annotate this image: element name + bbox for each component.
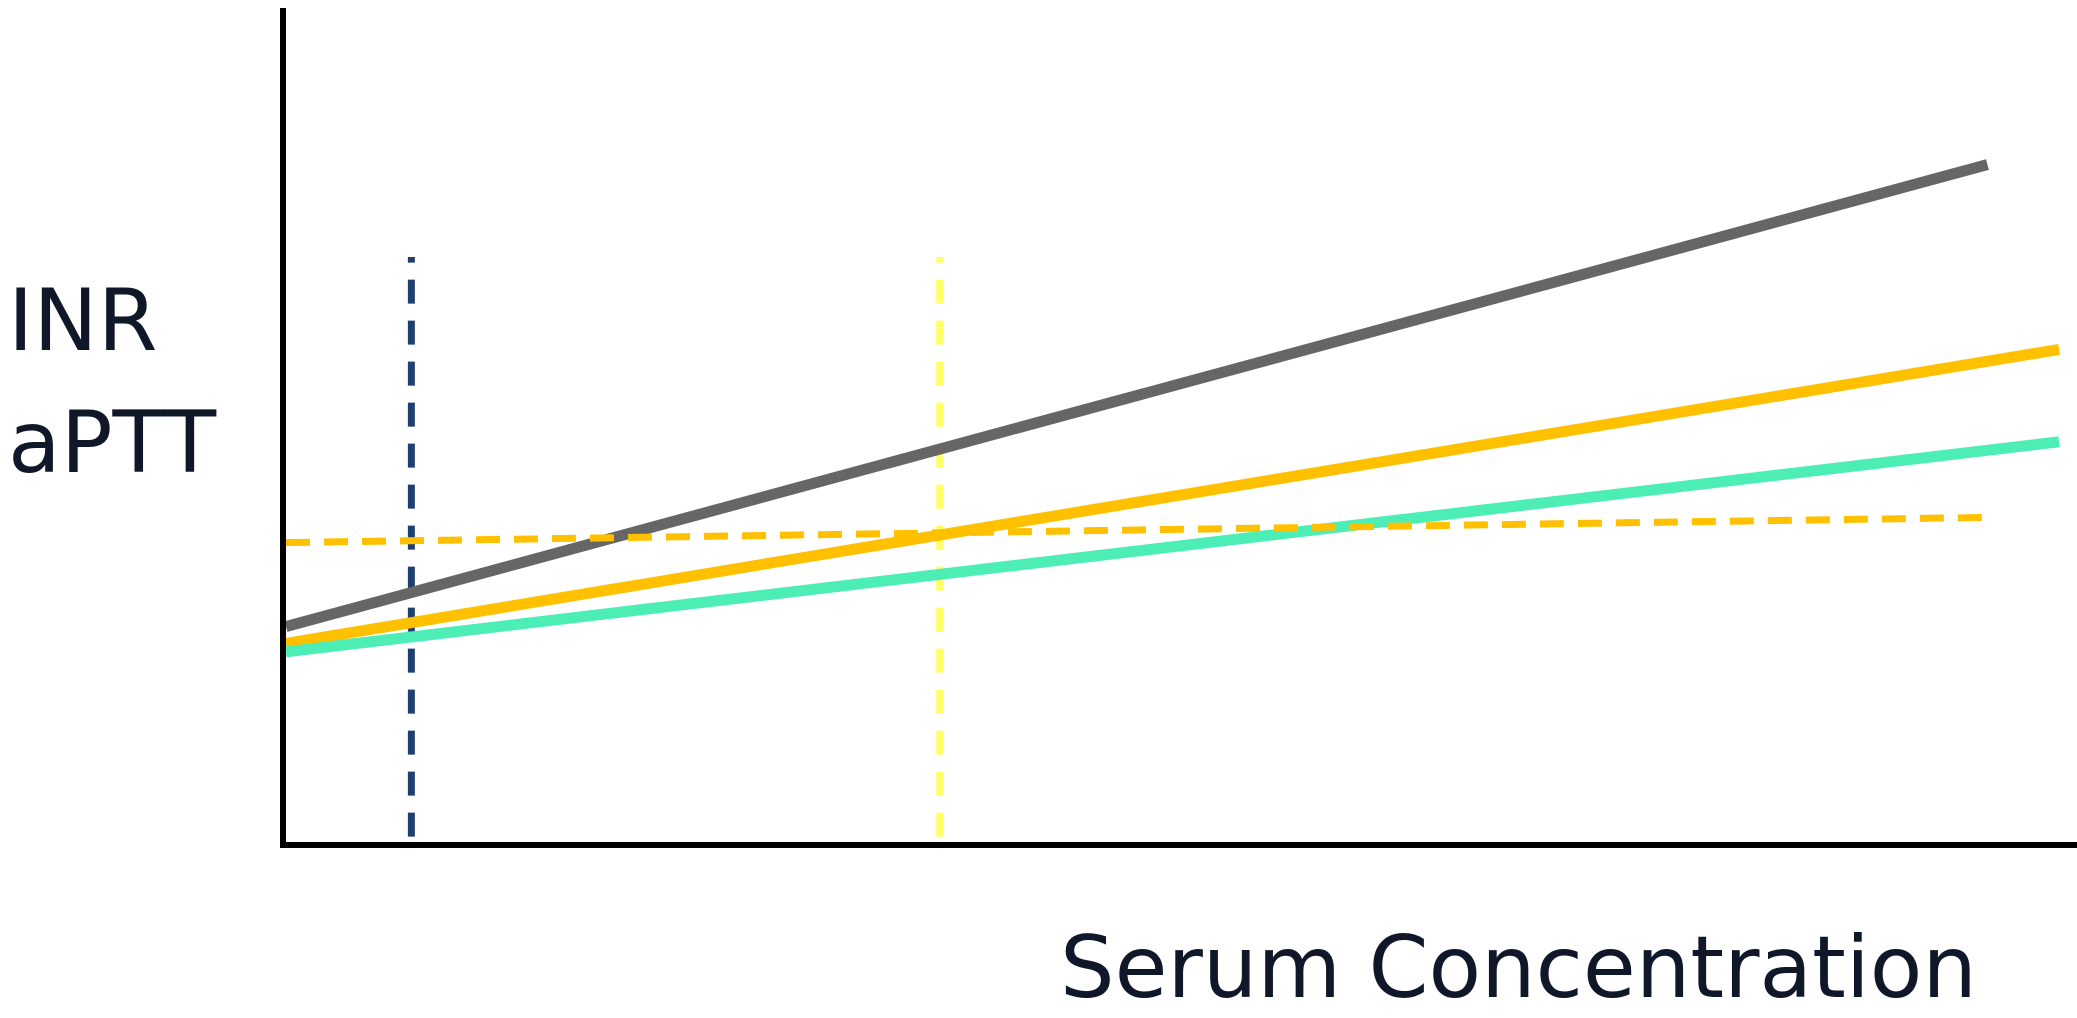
- y-axis-label-line-1: INR: [8, 271, 158, 371]
- series-line-3: [285, 436, 2060, 658]
- series-line-1: [284, 159, 1989, 632]
- series-line-4: [285, 513, 1988, 547]
- y-axis-label-line-2: aPTT: [8, 393, 217, 493]
- reference-lines: [407, 257, 944, 837]
- y-axis-label: INR aPTT: [8, 260, 216, 504]
- series-line-2: [285, 343, 2060, 649]
- x-axis-label: Serum Concentration: [1060, 918, 1977, 1018]
- series-lines: [284, 159, 2060, 658]
